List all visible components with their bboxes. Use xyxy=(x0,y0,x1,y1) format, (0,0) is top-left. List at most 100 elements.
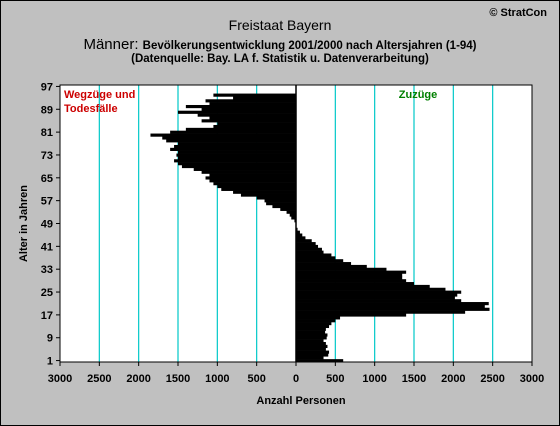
x-tick-label: 2000 xyxy=(441,373,465,385)
y-tick-label: 89 xyxy=(41,104,53,116)
bar xyxy=(296,302,489,306)
bar xyxy=(193,167,296,171)
x-tick-label: 2000 xyxy=(126,373,150,385)
bar xyxy=(291,216,296,220)
bar xyxy=(296,296,455,300)
bar xyxy=(185,127,296,131)
bar xyxy=(178,162,296,166)
bar xyxy=(296,276,403,280)
bar xyxy=(296,230,300,234)
bar xyxy=(176,153,296,157)
bar xyxy=(294,219,296,223)
bar xyxy=(170,147,296,151)
x-tick-label: 500 xyxy=(326,373,344,385)
bar xyxy=(296,239,312,243)
x-tick-label: 1000 xyxy=(362,373,386,385)
y-tick-label: 65 xyxy=(41,173,53,185)
bar xyxy=(296,250,324,254)
bar xyxy=(272,204,296,209)
bar xyxy=(296,313,407,317)
bar xyxy=(296,256,336,260)
bar xyxy=(296,236,306,240)
y-tick-label: 25 xyxy=(41,287,53,299)
bar xyxy=(150,133,296,137)
bar xyxy=(296,264,367,269)
bar xyxy=(296,316,341,320)
bar xyxy=(296,304,485,309)
y-tick-label: 57 xyxy=(41,196,53,208)
bar xyxy=(296,330,326,334)
bar xyxy=(264,199,296,203)
bar xyxy=(296,290,462,294)
bar xyxy=(213,124,296,129)
bar xyxy=(296,324,330,329)
bar xyxy=(296,262,352,266)
data-source-note: (Datenquelle: Bay. LA f. Statistik u. Da… xyxy=(131,53,429,65)
bar xyxy=(174,159,296,163)
bar xyxy=(296,284,430,289)
bar xyxy=(296,307,490,311)
y-tick-label: 97 xyxy=(41,81,53,93)
bar xyxy=(240,193,296,197)
bar xyxy=(296,353,329,357)
bar xyxy=(296,350,330,354)
bar xyxy=(178,156,296,160)
bar xyxy=(197,113,296,117)
x-tick-label: 1000 xyxy=(205,373,229,385)
subtitle-text: Bevölkerungsentwicklung 2001/2000 nach A… xyxy=(142,40,477,52)
y-tick-label: 33 xyxy=(41,264,53,276)
bar xyxy=(296,273,403,277)
x-tick-label: 0 xyxy=(293,373,299,385)
bar xyxy=(296,287,446,291)
chart-subtitle: Männer: Bevölkerungsentwicklung 2001/200… xyxy=(1,36,559,53)
bar xyxy=(205,176,296,180)
bar xyxy=(296,282,414,286)
bar xyxy=(174,144,296,149)
x-axis-label: Anzahl Personen xyxy=(256,395,346,407)
bar xyxy=(296,322,332,326)
bar xyxy=(233,190,296,194)
bar xyxy=(178,110,296,114)
subtitle-prefix: Männer: xyxy=(83,36,143,53)
bar xyxy=(233,96,296,100)
bar xyxy=(205,99,296,103)
bar xyxy=(266,202,296,206)
bar xyxy=(201,170,296,174)
y-axis-label: Alter in Jahren xyxy=(18,185,30,262)
bar xyxy=(201,119,296,123)
bar xyxy=(209,102,296,106)
bar xyxy=(296,359,344,363)
bar xyxy=(296,342,326,346)
chart-title: Freistaat Bayern xyxy=(228,17,332,33)
bar xyxy=(296,356,324,360)
y-tick-label: 81 xyxy=(41,127,53,139)
bar xyxy=(296,227,298,231)
y-tick-label: 49 xyxy=(41,219,53,231)
bar xyxy=(296,339,324,343)
bar xyxy=(170,130,296,134)
bar xyxy=(213,93,296,97)
bar xyxy=(280,207,296,211)
x-tick-label: 2500 xyxy=(480,373,504,385)
left-side-label: Wegzüge und xyxy=(64,89,135,101)
bar xyxy=(217,122,296,126)
bar xyxy=(221,187,296,191)
bar xyxy=(201,107,296,112)
bar xyxy=(296,242,316,246)
bar xyxy=(213,182,296,186)
bar xyxy=(209,173,296,177)
bar xyxy=(166,139,296,143)
bar xyxy=(296,327,326,331)
x-tick-label: 3000 xyxy=(48,373,72,385)
bar xyxy=(296,336,327,340)
bar xyxy=(296,233,303,237)
bar xyxy=(296,267,387,271)
bar xyxy=(296,253,332,257)
y-tick-label: 73 xyxy=(41,150,53,162)
x-tick-label: 3000 xyxy=(520,373,544,385)
bar xyxy=(296,319,336,323)
bar xyxy=(178,150,296,154)
x-tick-label: 1500 xyxy=(402,373,426,385)
